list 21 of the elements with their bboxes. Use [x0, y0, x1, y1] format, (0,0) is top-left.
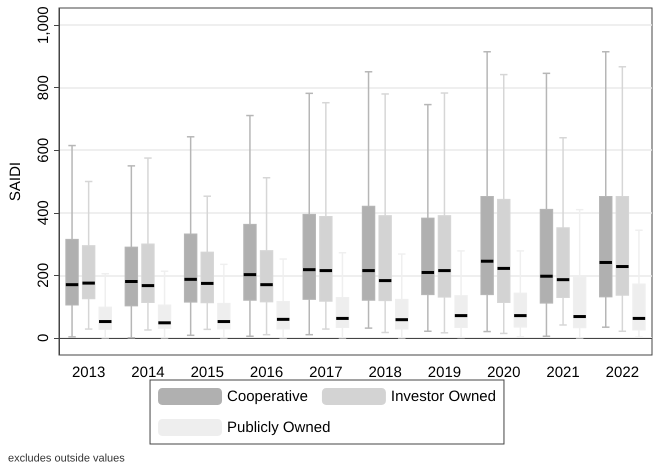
x-tick-label: 2017	[309, 364, 343, 381]
x-tick-label: 2021	[546, 364, 580, 381]
y-tick-label: 600	[35, 138, 52, 163]
text: excludes outside values	[8, 452, 126, 464]
y-axis-title: SAIDI	[7, 162, 24, 202]
y-tick-label: 200	[35, 262, 52, 288]
legend-label: Publicly Owned	[227, 419, 330, 436]
x-tick-label: 2020	[487, 364, 520, 381]
x-tick-label: 2013	[72, 364, 106, 381]
y-tick-label: 1,000	[35, 6, 52, 44]
x-tick-label: 2016	[250, 364, 284, 381]
y-tick-label: 0	[35, 334, 52, 342]
x-tick-label: 2022	[606, 364, 640, 381]
y-tick-label: 400	[35, 200, 52, 226]
x-tick-label: 2014	[131, 364, 165, 381]
x-tick-label: 2019	[428, 364, 462, 381]
legend-label: Investor Owned	[390, 388, 496, 405]
y-tick-label: 800	[35, 75, 52, 100]
legend-label: Cooperative	[227, 388, 308, 405]
x-tick-label: 2015	[190, 364, 224, 381]
x-tick-label: 2018	[368, 364, 402, 381]
